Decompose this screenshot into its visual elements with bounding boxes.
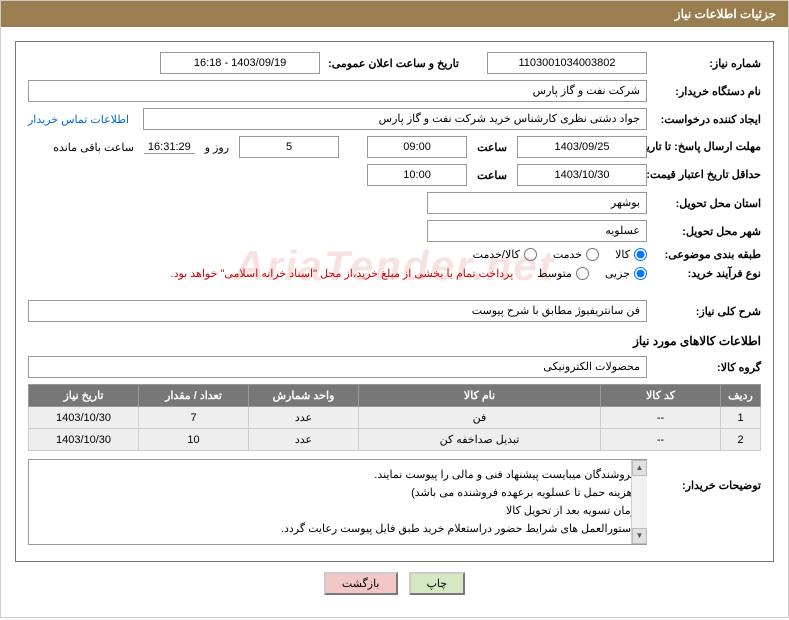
buyer-notes-box: فروشندگان میبایست پیشنهاد فنی و مالی را …: [28, 459, 647, 545]
category-label: طبقه بندی موضوعی:: [651, 248, 761, 261]
proc-medium-option[interactable]: متوسط: [537, 267, 589, 280]
deadline-send-time: 09:00: [367, 136, 467, 158]
th-row: ردیف: [721, 385, 761, 407]
details-panel: AriaTender.net شماره نیاز: 1103001034003…: [15, 41, 774, 562]
page-header: جزئیات اطلاعات نیاز: [1, 1, 788, 27]
buyer-note-line: (هزینه حمل تا عسلویه برعهده فروشنده می ب…: [49, 484, 636, 502]
cell-unit: عدد: [249, 429, 359, 451]
buyer-notes-label: توضیحات خریدار:: [651, 459, 761, 492]
buyer-note-line: دستورالعمل های شرایط حضور دراستعلام خرید…: [49, 520, 636, 538]
th-date: تاریخ نیاز: [29, 385, 139, 407]
proc-medium-label: متوسط: [537, 267, 572, 280]
cell-unit: عدد: [249, 407, 359, 429]
cell-name: فن: [359, 407, 601, 429]
cell-qty: 7: [139, 407, 249, 429]
cat-goods-label: کالا: [615, 248, 630, 261]
buyer-contact-link[interactable]: اطلاعات تماس خریدار: [28, 113, 129, 126]
scroll-down-icon[interactable]: ▼: [632, 528, 647, 544]
cell-row: 1: [721, 407, 761, 429]
announce-dt-value: 1403/09/19 - 16:18: [160, 52, 320, 74]
cell-date: 1403/10/30: [29, 429, 139, 451]
th-unit: واحد شمارش: [249, 385, 359, 407]
buyer-note-line: زمان تسویه بعد از تحویل کالا: [49, 502, 636, 520]
button-row: چاپ بازگشت: [15, 562, 774, 603]
process-note: پرداخت تمام یا بخشی از مبلغ خرید،از محل …: [171, 267, 514, 280]
cell-code: --: [601, 407, 721, 429]
province-value: بوشهر: [427, 192, 647, 214]
proc-partial-label: جزیی: [605, 267, 630, 280]
goods-table: ردیف کد کالا نام کالا واحد شمارش تعداد /…: [28, 384, 761, 451]
goods-section-title: اطلاعات کالاهای مورد نیاز: [28, 334, 761, 348]
deadline-send-date: 1403/09/25: [517, 136, 647, 158]
min-valid-label: حداقل تاریخ اعتبار قیمت: تا تاریخ:: [651, 169, 761, 182]
min-valid-time: 10:00: [367, 164, 467, 186]
buyer-org-label: نام دستگاه خریدار:: [651, 85, 761, 98]
city-label: شهر محل تحویل:: [651, 225, 761, 238]
table-row: 2--تبدیل صداخفه کنعدد101403/10/30: [29, 429, 761, 451]
goods-group-label: گروه کالا:: [651, 361, 761, 374]
cat-service-option[interactable]: خدمت: [553, 248, 599, 261]
need-no-value: 1103001034003802: [487, 52, 647, 74]
notes-scrollbar[interactable]: ▲ ▼: [631, 460, 647, 544]
back-button[interactable]: بازگشت: [324, 572, 398, 595]
overall-desc: فن سانتریفیوژ مطابق با شرح پیوست: [28, 300, 647, 322]
page-title: جزئیات اطلاعات نیاز: [675, 7, 776, 21]
proc-medium-radio[interactable]: [576, 267, 589, 280]
cat-goods-service-label: کالا/خدمت: [473, 248, 520, 261]
cell-qty: 10: [139, 429, 249, 451]
proc-partial-radio[interactable]: [634, 267, 647, 280]
days-and-label: روز و: [199, 141, 235, 154]
scroll-up-icon[interactable]: ▲: [632, 460, 647, 476]
overall-label: شرح کلی نیاز:: [651, 305, 761, 318]
cat-service-label: خدمت: [553, 248, 582, 261]
th-name: نام کالا: [359, 385, 601, 407]
cat-goods-service-option[interactable]: کالا/خدمت: [473, 248, 537, 261]
province-label: استان محل تحویل:: [651, 197, 761, 210]
cell-row: 2: [721, 429, 761, 451]
buyer-org-value: شرکت نفت و گاز پارس: [28, 80, 647, 102]
print-button[interactable]: چاپ: [409, 572, 466, 595]
creator-label: ایجاد کننده درخواست:: [651, 113, 761, 126]
cell-date: 1403/10/30: [29, 407, 139, 429]
need-no-label: شماره نیاز:: [651, 57, 761, 70]
time-label-1: ساعت: [471, 141, 513, 154]
remaining-label: ساعت باقی مانده: [47, 141, 140, 154]
cell-code: --: [601, 429, 721, 451]
min-valid-date: 1403/10/30: [517, 164, 647, 186]
cat-service-radio[interactable]: [586, 248, 599, 261]
buyer-note-line: فروشندگان میبایست پیشنهاد فنی و مالی را …: [49, 466, 636, 484]
days-remaining: 5: [239, 136, 339, 158]
proc-partial-option[interactable]: جزیی: [605, 267, 647, 280]
goods-group-value: محصولات الکترونیکی: [28, 356, 647, 378]
announce-dt-label: تاریخ و ساعت اعلان عمومی:: [324, 57, 459, 70]
cat-goods-service-radio[interactable]: [524, 248, 537, 261]
deadline-send-label: مهلت ارسال پاسخ: تا تاریخ:: [651, 141, 761, 154]
creator-value: جواد دشتی نظری کارشناس خرید شرکت نفت و گ…: [143, 108, 647, 130]
time-label-2: ساعت: [471, 169, 513, 182]
category-radio-group: کالا خدمت کالا/خدمت: [473, 248, 647, 261]
process-radio-group: جزیی متوسط: [537, 267, 647, 280]
th-qty: تعداد / مقدار: [139, 385, 249, 407]
table-row: 1--فنعدد71403/10/30: [29, 407, 761, 429]
cell-name: تبدیل صداخفه کن: [359, 429, 601, 451]
cat-goods-radio[interactable]: [634, 248, 647, 261]
city-value: عسلویه: [427, 220, 647, 242]
countdown-value: 16:31:29: [144, 141, 195, 154]
th-code: کد کالا: [601, 385, 721, 407]
cat-goods-option[interactable]: کالا: [615, 248, 647, 261]
process-label: نوع فرآیند خرید:: [651, 267, 761, 280]
